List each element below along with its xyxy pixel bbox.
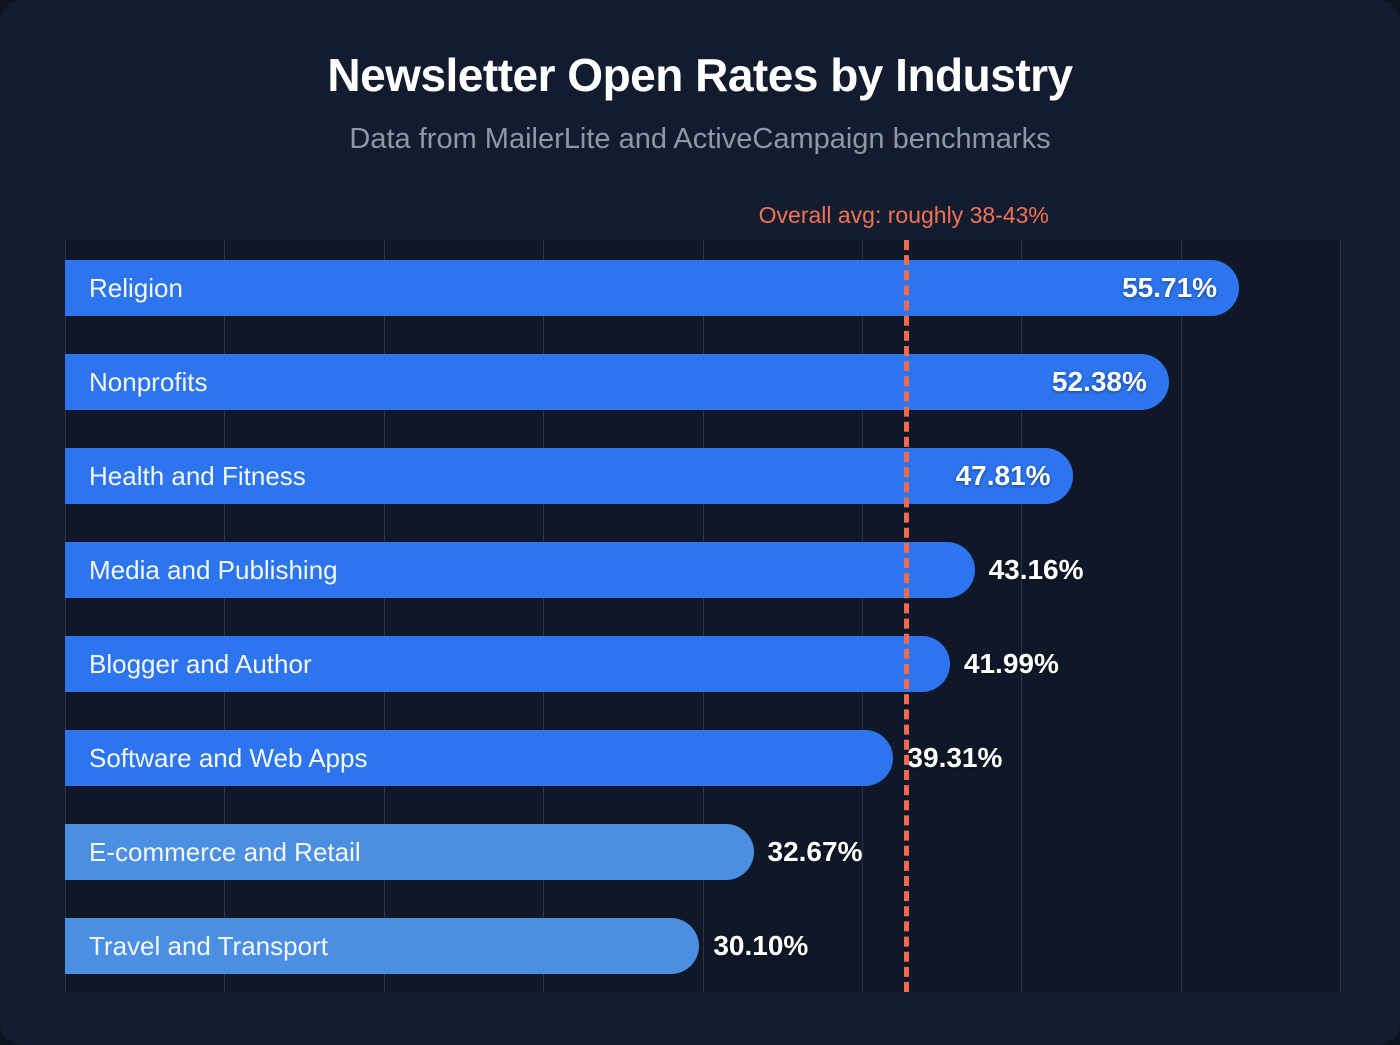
bar-category-label: Travel and Transport bbox=[89, 931, 328, 961]
average-reference-line bbox=[903, 240, 909, 992]
bar-row[interactable]: Nonprofits 52.38% bbox=[65, 354, 1340, 410]
bar-row[interactable]: Health and Fitness 47.81% bbox=[65, 448, 1340, 504]
bar-row[interactable]: Religion 55.71% bbox=[65, 260, 1340, 316]
bar[interactable]: Media and Publishing 43.16% bbox=[65, 542, 1084, 598]
plot-area: Religion 55.71% Nonprofits 52.38% Health and… bbox=[65, 240, 1341, 992]
gridline bbox=[1021, 240, 1023, 992]
bar-value-label: 41.99% bbox=[963, 648, 1059, 679]
bar-category-label: Health and Fitness bbox=[89, 461, 306, 491]
bar-category-label: Software and Web Apps bbox=[89, 743, 368, 773]
bar-value-label: 55.71% bbox=[1122, 272, 1218, 303]
gridline bbox=[1340, 240, 1341, 992]
bar-value-label: 52.38% bbox=[1051, 366, 1147, 397]
gridline bbox=[702, 240, 704, 992]
gridline bbox=[65, 240, 66, 992]
page-title: Newsletter Open Rates by Industry bbox=[327, 49, 1073, 101]
gridline bbox=[1180, 240, 1182, 992]
bar-category-label: E-commerce and Retail bbox=[89, 837, 361, 867]
bar-value-label: 32.67% bbox=[767, 836, 863, 867]
bar-row[interactable]: Software and Web Apps 39.31% bbox=[65, 730, 1340, 786]
bar-value-label: 47.81% bbox=[955, 460, 1051, 491]
average-annotation-label: Overall avg: roughly 38-43% bbox=[758, 202, 1049, 228]
bar[interactable]: E-commerce and Retail 32.67% bbox=[65, 824, 862, 880]
gridline bbox=[224, 240, 226, 992]
bar[interactable]: Health and Fitness 47.81% bbox=[65, 448, 1073, 504]
bar-value-label: 43.16% bbox=[988, 554, 1084, 585]
gridline bbox=[861, 240, 863, 992]
bar-row[interactable]: Blogger and Author 41.99% bbox=[65, 636, 1340, 692]
chart-subtitle: Data from MailerLite and ActiveCampaign … bbox=[349, 123, 1051, 155]
bar[interactable]: Blogger and Author 41.99% bbox=[65, 636, 1059, 692]
bar-row[interactable]: Media and Publishing 43.16% bbox=[65, 542, 1340, 598]
gridline bbox=[383, 240, 385, 992]
bar-category-label: Blogger and Author bbox=[89, 649, 312, 679]
bar-value-label: 30.10% bbox=[713, 930, 809, 961]
bar[interactable]: Nonprofits 52.38% bbox=[65, 354, 1169, 410]
bar-row[interactable]: E-commerce and Retail 32.67% bbox=[65, 824, 1340, 880]
bar[interactable]: Software and Web Apps 39.31% bbox=[65, 730, 1002, 786]
bar[interactable]: Travel and Transport 30.10% bbox=[65, 918, 808, 974]
bar-value-label: 39.31% bbox=[907, 742, 1003, 773]
gridline bbox=[543, 240, 545, 992]
bar-row[interactable]: Travel and Transport 30.10% bbox=[65, 918, 1340, 974]
bar-category-label: Nonprofits bbox=[89, 367, 208, 397]
bar-category-label: Religion bbox=[89, 273, 183, 303]
bar-category-label: Media and Publishing bbox=[89, 555, 338, 585]
bar[interactable]: Religion 55.71% bbox=[65, 260, 1240, 316]
